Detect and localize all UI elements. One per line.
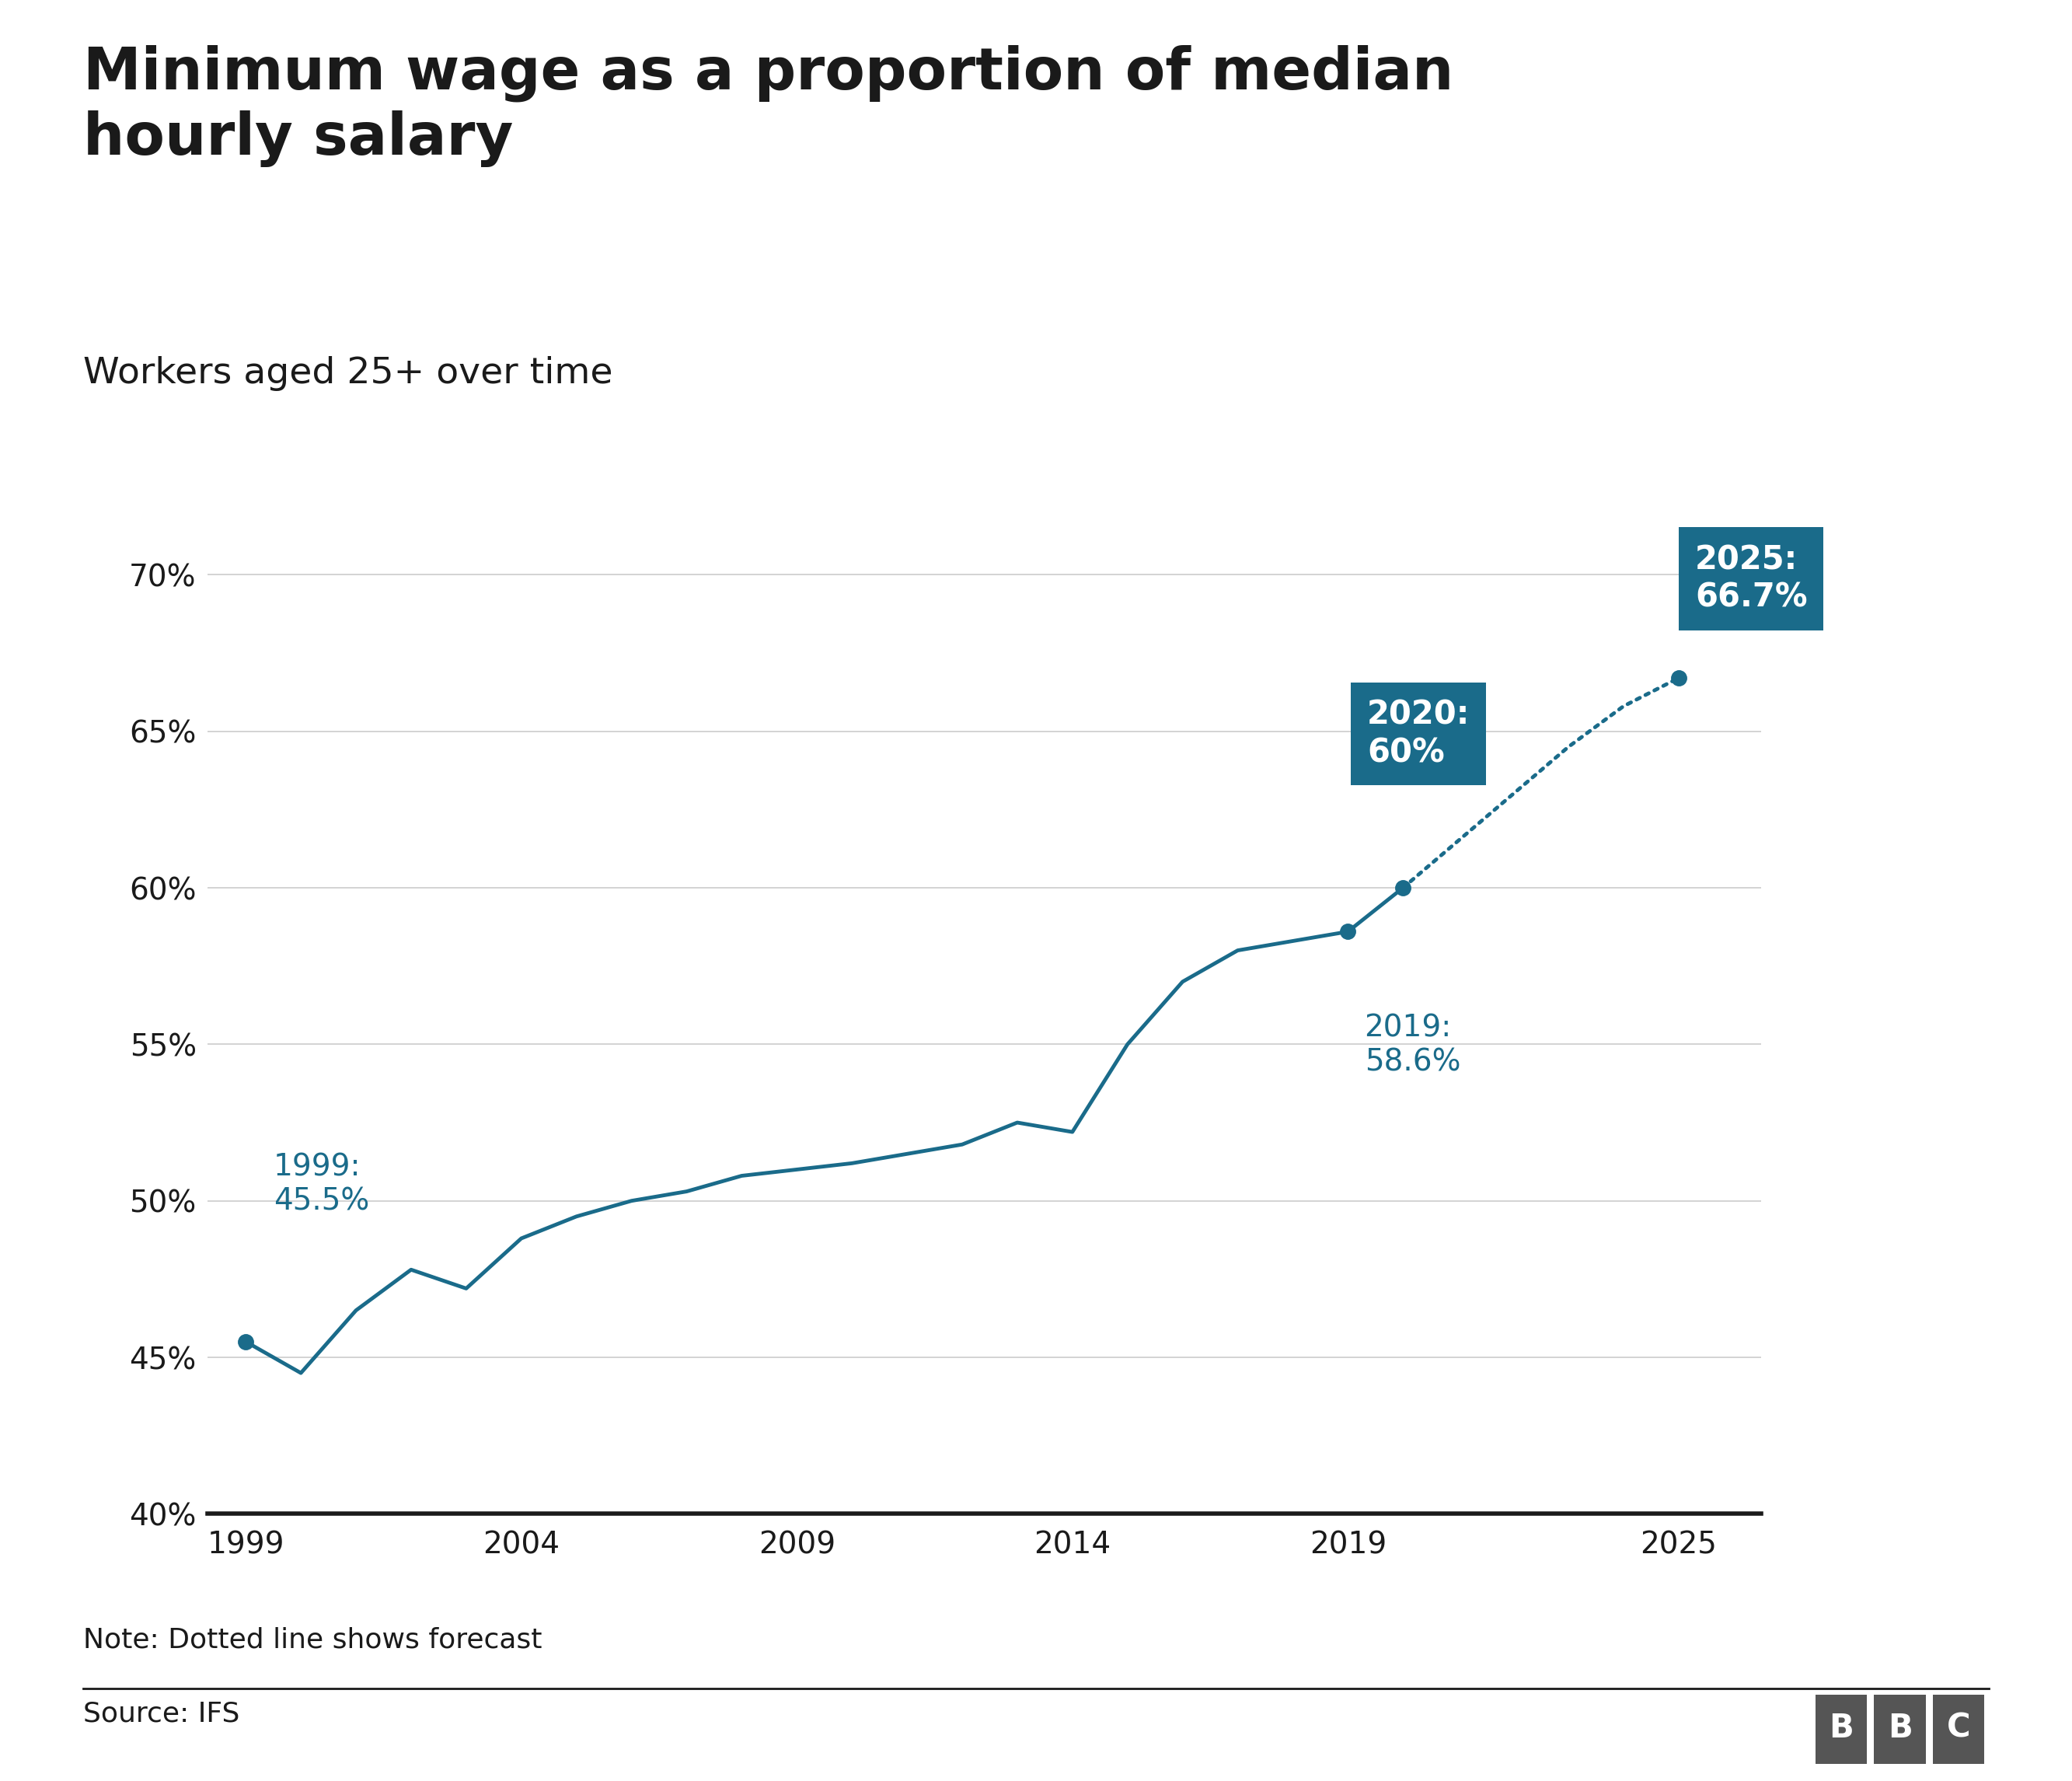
Text: 2020:
60%: 2020: 60% bbox=[1368, 698, 1469, 769]
FancyBboxPatch shape bbox=[1873, 1696, 1925, 1763]
Text: Source: IFS: Source: IFS bbox=[83, 1701, 240, 1728]
Text: 2019:
58.6%: 2019: 58.6% bbox=[1365, 1013, 1461, 1078]
Text: 1999:
45.5%: 1999: 45.5% bbox=[274, 1152, 369, 1216]
FancyBboxPatch shape bbox=[1815, 1696, 1867, 1763]
Text: 2025:
66.7%: 2025: 66.7% bbox=[1695, 543, 1807, 614]
Text: B: B bbox=[1830, 1712, 1854, 1744]
Text: Note: Dotted line shows forecast: Note: Dotted line shows forecast bbox=[83, 1626, 541, 1653]
Text: C: C bbox=[1948, 1712, 1970, 1744]
FancyBboxPatch shape bbox=[1933, 1696, 1985, 1763]
Text: Minimum wage as a proportion of median
hourly salary: Minimum wage as a proportion of median h… bbox=[83, 45, 1452, 167]
Text: Workers aged 25+ over time: Workers aged 25+ over time bbox=[83, 356, 613, 392]
Text: B: B bbox=[1888, 1712, 1912, 1744]
